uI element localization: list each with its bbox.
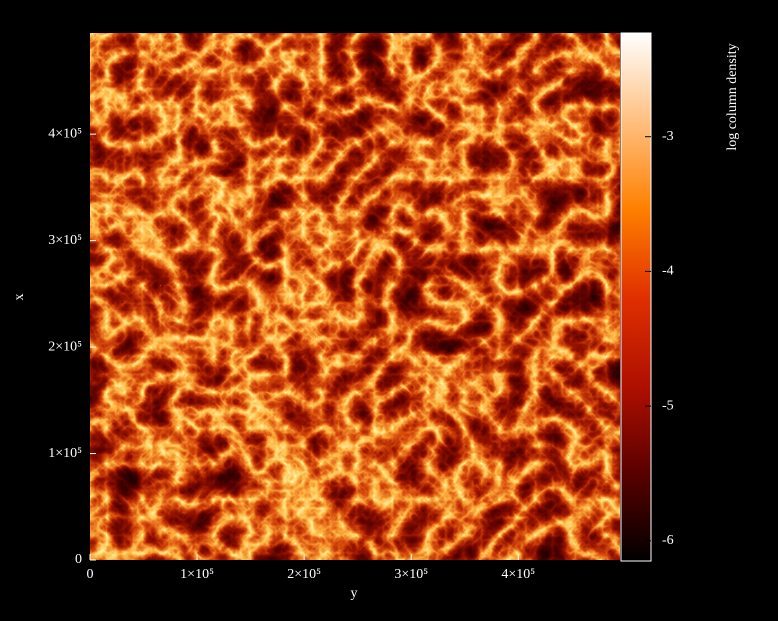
colorbar-tick-label: -3 — [662, 129, 674, 144]
y-tick-label: 2×10⁵ — [48, 339, 82, 354]
y-tick-label: 4×10⁵ — [48, 126, 82, 141]
colorbar-tick-label: -5 — [662, 398, 674, 413]
y-tick-label: 3×10⁵ — [48, 233, 82, 248]
x-axis-label: y — [351, 586, 358, 601]
y-tick-label: 1×10⁵ — [48, 446, 82, 461]
y-tick-label: 0 — [75, 552, 82, 567]
colorbar-tick-label: -4 — [662, 264, 674, 279]
colorbar-tick-label: -6 — [662, 533, 674, 548]
colorbar-label: log column density — [725, 43, 740, 150]
x-tick-label: 2×10⁵ — [287, 567, 321, 582]
x-tick-label: 4×10⁵ — [501, 567, 535, 582]
colorbar — [620, 32, 652, 562]
density-map — [90, 33, 620, 560]
y-axis-label: x — [12, 294, 27, 301]
x-tick-label: 1×10⁵ — [180, 567, 214, 582]
x-tick-label: 3×10⁵ — [394, 567, 428, 582]
x-tick-label: 0 — [87, 567, 94, 582]
